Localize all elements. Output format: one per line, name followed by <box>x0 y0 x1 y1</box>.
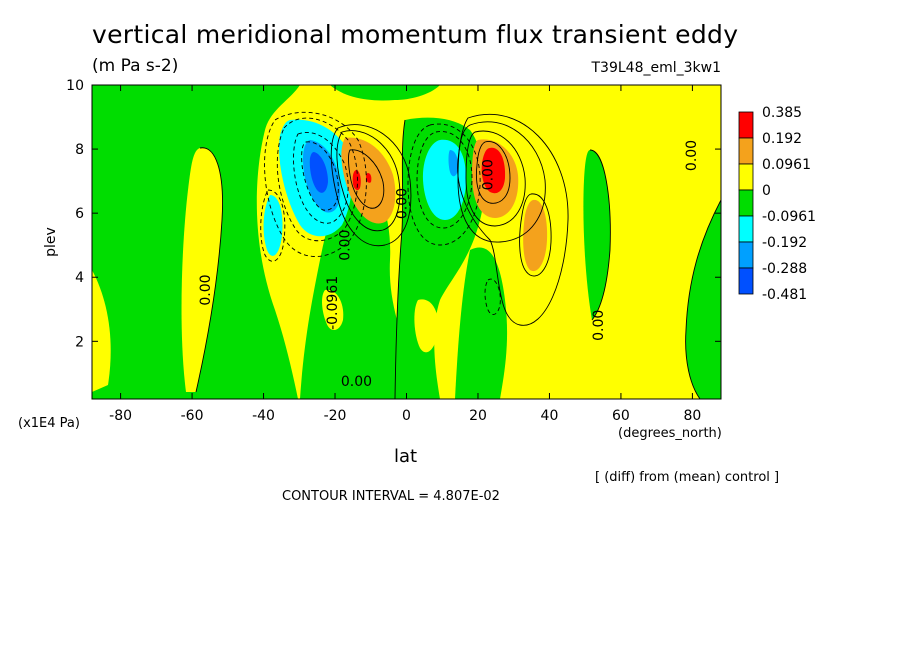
fill-negative-weak-north-mid <box>583 150 611 320</box>
y-tick-label: 2 <box>75 334 84 350</box>
x-tick-label: -20 <box>324 408 347 424</box>
fill-negative-weak-tropics-lower <box>455 247 508 399</box>
fill-positive-weak-islet-equator <box>414 299 439 353</box>
colorbar-label: -0.0961 <box>762 209 816 225</box>
colorbar-label: -0.481 <box>762 287 807 303</box>
contour-label: 0.00 <box>395 188 411 219</box>
contour-line-negative-tropics-dashed <box>484 278 501 316</box>
fill-positive-strong-north <box>481 147 506 194</box>
x-tick-label: 20 <box>469 408 487 424</box>
contour-line-zero-north-mid <box>589 149 611 321</box>
contour-label: 0.00 <box>591 310 607 341</box>
y-tick-label: 10 <box>66 78 84 94</box>
contour-line-positive-south-outer <box>330 124 412 247</box>
contour-interval: CONTOUR INTERVAL = 4.807E-02 <box>282 489 500 504</box>
y-tick-label: 4 <box>75 270 84 286</box>
contour-label: 0.00 <box>684 140 700 171</box>
colorbar-swatch <box>738 215 754 243</box>
colorbar-label: 0.0961 <box>762 157 811 173</box>
contour-label: -0.0961 <box>325 276 341 330</box>
colorbar-label: 0.192 <box>762 131 802 147</box>
y-axis: 2 4 6 8 10 <box>66 78 721 350</box>
contour-line-zero-south-mid <box>195 147 223 393</box>
contour-fills <box>92 85 721 399</box>
x-tick-label: -80 <box>109 408 132 424</box>
contour-line-positive-north-inner <box>476 141 511 204</box>
fill-positive-weak-south-mid <box>181 147 223 392</box>
contour-label: 0.00 <box>480 159 496 190</box>
contour-line-positive-north-lower <box>519 193 552 277</box>
x-tick-label: -60 <box>181 408 204 424</box>
experiment-name: T39L48_eml_3kw1 <box>591 60 722 76</box>
colorbar-swatch <box>738 163 754 191</box>
colorbar-label: -0.192 <box>762 235 807 251</box>
colorbar-label: 0.385 <box>762 105 802 121</box>
diff-note: [ (diff) from (mean) control ] <box>595 470 780 485</box>
chart-units: (m Pa s-2) <box>92 56 179 76</box>
contour-label: 0.00 <box>337 230 353 261</box>
chart-title: vertical meridional momentum flux transi… <box>92 20 739 49</box>
fill-positive-weak-islet-south <box>322 289 344 331</box>
contour-line-positive-north <box>465 130 526 227</box>
fill-negative-strongest-south <box>309 152 328 193</box>
x-axis-label: lat <box>394 446 418 467</box>
contour-label: 0.00 <box>341 374 372 390</box>
colorbar-swatch <box>738 189 754 217</box>
y-scale-note: (x1E4 Pa) <box>18 416 80 431</box>
contour-line-negative-south-lower <box>260 189 286 262</box>
fill-positive-strong-south <box>352 170 361 191</box>
colorbar-swatch <box>738 267 754 295</box>
contour-line-negative-north <box>416 131 473 229</box>
x-tick-label: -40 <box>252 408 275 424</box>
colorbar-swatch <box>738 111 754 139</box>
x-axis-units: (degrees_north) <box>618 426 722 441</box>
x-axis: -80 -60 -40 -20 0 20 40 60 80 <box>109 85 701 424</box>
contour-line-zero-equator <box>394 119 406 399</box>
colorbar-swatch <box>738 241 754 269</box>
contour-line-positive-south <box>336 130 401 232</box>
contour-line-negative-outer-south <box>264 111 367 257</box>
contour-line-negative-north-outer <box>407 123 481 246</box>
fill-negative-strong-north <box>448 150 459 177</box>
contour-line-positive-south-inner <box>348 149 385 209</box>
colorbar-label: 0 <box>762 183 771 199</box>
contour-label: 0.00 <box>198 274 214 305</box>
x-tick-label: 0 <box>402 408 411 424</box>
x-tick-label: 60 <box>612 408 630 424</box>
fill-positive-moderate-north-lower <box>523 199 548 272</box>
contour-line-positive-north-outer <box>457 121 546 243</box>
y-tick-label: 8 <box>75 142 84 158</box>
x-tick-label: 80 <box>683 408 701 424</box>
x-tick-label: 40 <box>541 408 559 424</box>
colorbar-swatch <box>738 137 754 165</box>
fill-positive-weak-south-lobe <box>92 270 111 392</box>
y-tick-label: 6 <box>75 206 84 222</box>
contour-line-zero-north-polar <box>685 199 721 399</box>
contour-line-positive-north-wide <box>457 113 569 326</box>
contour-lines <box>195 111 721 399</box>
fill-negative-moderate-south-lower <box>263 195 283 256</box>
contour-line-negative-south-deep <box>301 141 339 211</box>
contour-labels: 0.00 -0.0961 0.00 0.00 0.00 0.00 0.00 0.00 <box>198 140 700 390</box>
fill-positive-strong-south-b <box>366 173 372 183</box>
y-axis-label: plev <box>43 227 59 257</box>
contour-line-negative-south <box>276 117 358 242</box>
fill-negative-weak-north-polar <box>685 200 721 399</box>
fill-negative-weak-top-band <box>330 85 440 101</box>
colorbar-legend: 0.385 0.192 0.0961 0 -0.0961 -0.192 -0.288 -0.4… <box>738 105 816 303</box>
colorbar-label: -0.288 <box>762 261 807 277</box>
